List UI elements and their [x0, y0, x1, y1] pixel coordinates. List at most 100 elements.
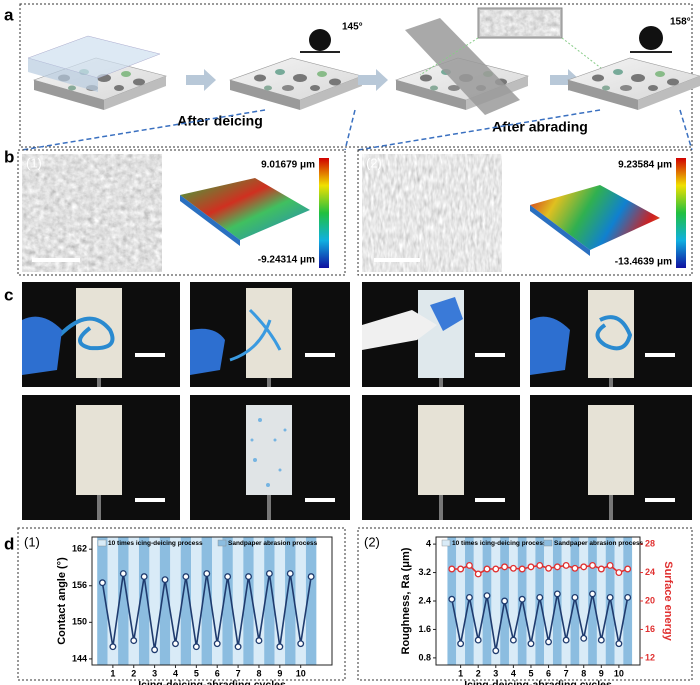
process-band	[212, 537, 223, 665]
data-point	[286, 570, 294, 578]
guide-line	[357, 109, 601, 151]
x-tick-label: 10	[614, 668, 624, 678]
x-tick-label: 2	[131, 668, 136, 678]
guide-line	[679, 109, 693, 151]
legend-swatch	[543, 539, 553, 547]
ice-layer	[28, 58, 98, 92]
x-axis-label: Icing-deicing-abrading cycles	[138, 679, 286, 685]
data-point	[545, 638, 553, 646]
legend-label: Sandpaper abrasion process	[228, 540, 318, 547]
data-point	[457, 565, 465, 573]
data-point	[501, 563, 509, 571]
data-point	[140, 573, 148, 581]
panel-label: c	[4, 285, 13, 304]
panel-label: d	[4, 534, 14, 553]
data-point	[130, 637, 138, 645]
y-tick-label: 156	[72, 580, 87, 590]
colorbar-min: -9.24314 μm	[258, 255, 315, 266]
data-point	[501, 597, 509, 605]
data-point	[553, 563, 561, 571]
panel-b1-frame	[17, 149, 346, 276]
data-point	[276, 643, 284, 651]
y-axis-label: Contact angle (°)	[56, 557, 68, 645]
data-point	[474, 636, 482, 644]
data-point	[589, 561, 596, 569]
y-tick-label: 3.2	[418, 567, 431, 577]
arrow	[186, 69, 216, 91]
surface-map	[180, 178, 310, 240]
data-point	[518, 565, 526, 573]
process-band	[180, 537, 192, 665]
data-point	[255, 637, 263, 645]
process-band	[285, 537, 296, 665]
data-point	[307, 573, 315, 581]
panel-d1-frame	[17, 527, 346, 681]
process-band	[491, 537, 501, 665]
process-band	[159, 537, 171, 665]
process-band	[149, 537, 160, 665]
colorbar	[676, 158, 686, 268]
data-point	[245, 573, 252, 581]
y-tick-label: 162	[72, 544, 87, 554]
y2-tick-label: 16	[645, 624, 655, 634]
panel-label: a	[4, 5, 14, 24]
contact-angle: 158°	[670, 17, 691, 28]
plot-frame	[91, 536, 333, 666]
guide-line	[21, 109, 266, 151]
data-point	[536, 593, 544, 601]
x-tick-label: 6	[215, 668, 220, 678]
data-point	[448, 565, 456, 573]
surface-map	[180, 195, 240, 246]
guide-line	[344, 109, 356, 151]
legend-label: 10 times icing-deicing process	[108, 540, 203, 547]
process-band	[561, 537, 571, 665]
sample	[567, 57, 700, 111]
process-band	[128, 537, 139, 665]
x-tick-label: 10	[296, 668, 306, 678]
x-tick-label: 3	[493, 668, 498, 678]
x-tick-label: 4	[173, 668, 178, 678]
data-point	[172, 640, 179, 648]
x-tick-label: 4	[511, 668, 516, 678]
data-point	[98, 579, 106, 587]
process-band	[107, 537, 119, 665]
caption: After deicing	[177, 113, 263, 129]
data-point	[457, 640, 465, 648]
data-point	[624, 593, 632, 601]
data-point	[606, 593, 614, 601]
process-band	[274, 537, 286, 665]
y-tick-label: 150	[72, 617, 87, 627]
x-tick-label: 9	[599, 668, 604, 678]
contact-angle: 145°	[342, 22, 363, 33]
y-tick-label: 1.6	[418, 624, 431, 634]
x-tick-label: 6	[546, 668, 551, 678]
data-point	[192, 643, 200, 651]
droplet	[309, 29, 331, 51]
x-tick-label: 9	[277, 668, 282, 678]
process-band	[596, 537, 606, 665]
x-tick-label: 1	[110, 668, 115, 678]
data-point	[553, 590, 561, 598]
x-tick-label: 7	[236, 668, 241, 678]
x-tick-label: 8	[581, 668, 586, 678]
droplet	[639, 26, 663, 50]
process-band	[201, 537, 212, 665]
data-point	[597, 636, 605, 644]
data-point	[580, 634, 588, 642]
guide-line	[419, 37, 479, 76]
process-band	[473, 537, 483, 665]
y2-axis-label: Surface energy	[662, 561, 674, 641]
y-tick-label: 2.4	[418, 595, 431, 605]
process-band	[614, 537, 624, 665]
process-band	[295, 537, 306, 665]
data-point	[562, 636, 570, 644]
surface-map	[530, 205, 590, 256]
chart-label: (2)	[364, 534, 380, 549]
data-point	[536, 561, 544, 569]
process-band	[526, 537, 536, 665]
process-band	[588, 537, 597, 665]
data-point	[182, 573, 190, 581]
process-band	[170, 537, 181, 665]
process-band	[508, 537, 518, 665]
